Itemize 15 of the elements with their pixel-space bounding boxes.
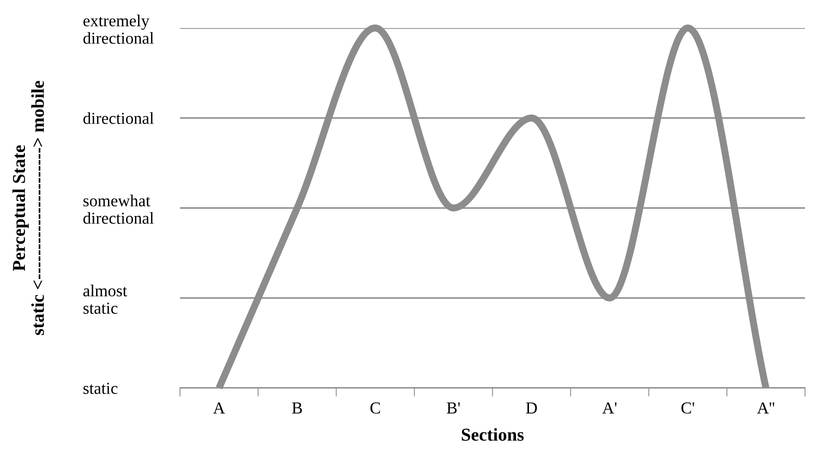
category-label: static xyxy=(83,382,118,394)
x-tick-label: A xyxy=(213,402,225,414)
x-tick-label: A'' xyxy=(757,402,774,414)
x-tick-label: B' xyxy=(446,402,460,414)
x-tick-label: B xyxy=(292,402,302,414)
x-tick-label: C xyxy=(370,402,380,414)
x-axis-title: Sections xyxy=(462,428,524,441)
category-label: almost static xyxy=(83,284,128,314)
text: Perceptual State static <----------------------> mobile xyxy=(12,80,44,336)
category-label: somewhat directional xyxy=(83,194,154,224)
category-label: directional xyxy=(83,112,154,124)
category-label: extremely directional xyxy=(83,14,154,44)
x-tick-label: D xyxy=(526,402,537,414)
x-tick-label: A' xyxy=(602,402,617,414)
x-tick-label: C' xyxy=(681,402,694,414)
